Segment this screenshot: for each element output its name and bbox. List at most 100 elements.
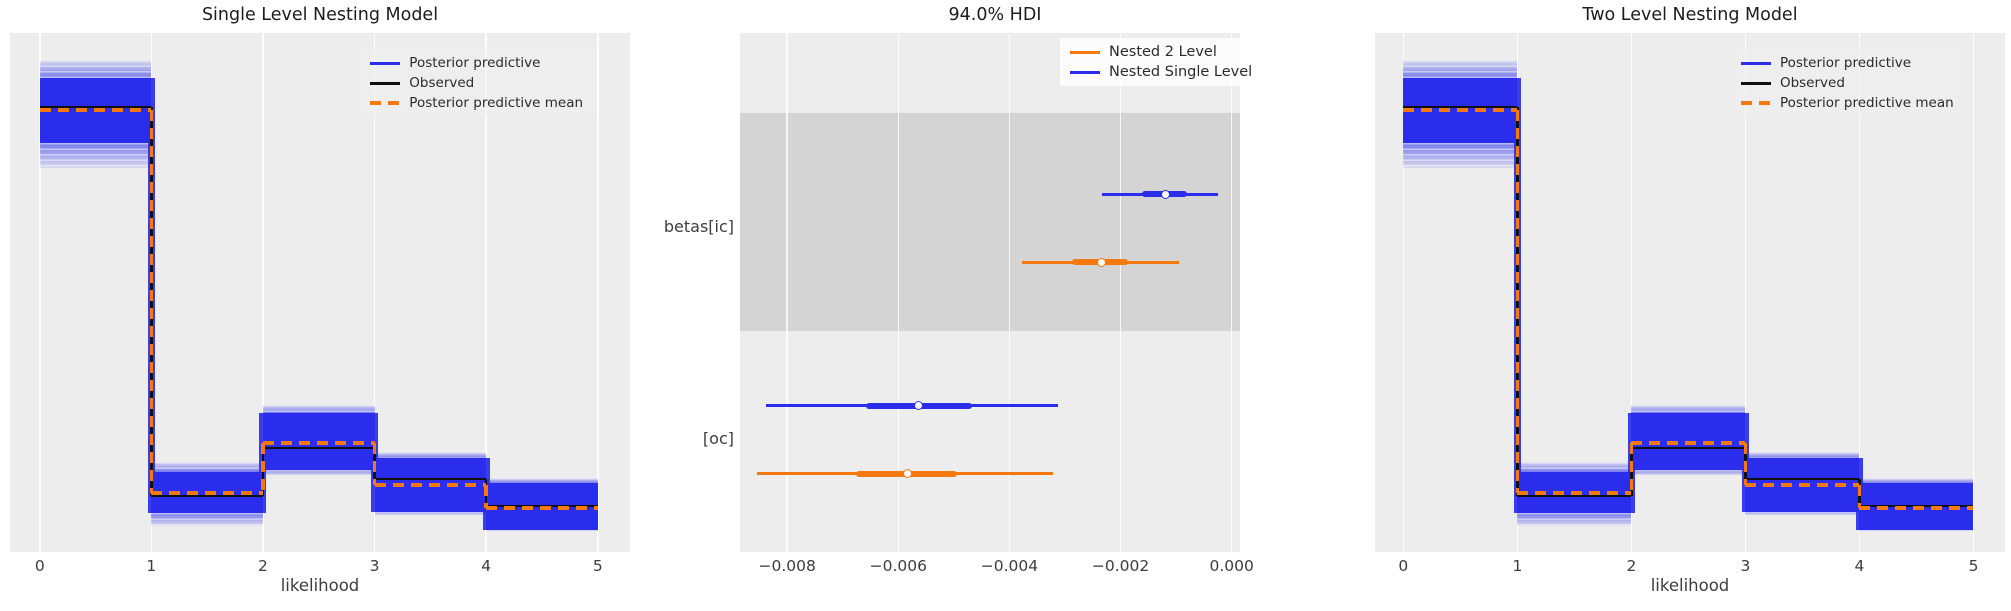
band-line-texture bbox=[151, 462, 263, 473]
mean-step-riser bbox=[1857, 485, 1862, 508]
legend-label: Observed bbox=[409, 75, 475, 91]
mean-step-riser bbox=[1629, 443, 1634, 493]
right-xaxis-label: likelihood bbox=[1650, 576, 1730, 595]
left-plot-title: Single Level Nesting Model bbox=[201, 5, 439, 25]
mean-step-segment bbox=[486, 506, 598, 510]
band-line-texture bbox=[39, 143, 152, 168]
x-tick-label: −0.008 bbox=[758, 557, 816, 575]
x-tick-label: 2 bbox=[258, 557, 268, 575]
line-swatch bbox=[1070, 70, 1100, 74]
legend-label: Nested Single Level bbox=[1109, 64, 1253, 80]
x-tick-label: 5 bbox=[1968, 557, 1979, 575]
mean-step-riser bbox=[372, 443, 377, 486]
band-line-texture bbox=[1631, 469, 1746, 476]
legend-item: Posterior predictive bbox=[1740, 55, 1954, 71]
x-tick-label: −0.002 bbox=[1091, 557, 1150, 575]
gridline bbox=[1858, 33, 1861, 552]
band-line-texture bbox=[1403, 59, 1518, 79]
mean-step-riser bbox=[484, 485, 488, 508]
legend-item: Posterior predictive mean bbox=[370, 95, 583, 111]
legend-label: Nested 2 Level bbox=[1109, 44, 1217, 60]
legend-label: Posterior predictive bbox=[409, 55, 541, 71]
x-tick-label: 1 bbox=[146, 557, 157, 575]
ppc-right-plot-area: Posterior predictive Observed Posterior pr… bbox=[1375, 33, 2005, 552]
dashed-line-swatch bbox=[1740, 101, 1771, 105]
forest-ylabel-oc: [oc] bbox=[702, 429, 734, 448]
ppc-left-plot-area: Posterior predictive Observed Posterior pr… bbox=[10, 33, 630, 552]
dashed-line-swatch bbox=[370, 101, 401, 105]
legend-label: Posterior predictive bbox=[1779, 55, 1912, 71]
gridline bbox=[485, 33, 487, 552]
mean-step-segment bbox=[262, 441, 375, 445]
median-marker bbox=[913, 401, 923, 411]
band-line-texture bbox=[1517, 462, 1632, 473]
right-plot-title: Two Level Nesting Model bbox=[1582, 5, 1798, 25]
band-line-texture bbox=[1631, 405, 1746, 413]
band-line-texture bbox=[486, 530, 598, 532]
gridline bbox=[1972, 33, 1975, 552]
legend-item: Posterior predictive mean bbox=[1740, 95, 1954, 111]
legend: Posterior predictive Observed Posterior pr… bbox=[360, 49, 594, 117]
forest-ylabel-betas-ic: betas[ic] bbox=[663, 217, 734, 236]
mean-step-riser bbox=[149, 109, 154, 493]
x-tick-label: 1 bbox=[1512, 557, 1523, 575]
middle-plot-title: 94.0% HDI bbox=[948, 5, 1042, 25]
posterior-predictive-band bbox=[1403, 59, 1518, 168]
mean-step-segment bbox=[1517, 491, 1632, 495]
mean-step-segment bbox=[151, 491, 263, 495]
x-tick-label: −0.004 bbox=[980, 557, 1039, 575]
gridline bbox=[1008, 33, 1011, 552]
legend-label: Posterior predictive mean bbox=[1779, 95, 1954, 111]
posterior-predictive-band bbox=[1859, 477, 1974, 532]
observed-step-segment bbox=[1859, 504, 1974, 508]
line-swatch bbox=[1740, 61, 1771, 65]
mean-step-segment bbox=[39, 108, 152, 112]
gridline bbox=[1119, 33, 1122, 552]
posterior-predictive-band bbox=[262, 405, 375, 476]
legend: Nested 2 Level Nested Single Level bbox=[1060, 38, 1263, 86]
band-line-texture bbox=[262, 405, 375, 413]
median-marker bbox=[902, 469, 912, 479]
mean-step-segment bbox=[1859, 506, 1974, 510]
median-marker bbox=[1161, 189, 1171, 199]
line-swatch bbox=[1070, 50, 1100, 54]
gridline bbox=[262, 33, 264, 552]
legend-item: Observed bbox=[370, 75, 583, 91]
legend-label: Posterior predictive mean bbox=[409, 95, 584, 111]
band-line-texture bbox=[1745, 512, 1860, 516]
mean-step-segment bbox=[1631, 441, 1746, 445]
x-tick-label: 2 bbox=[1626, 557, 1637, 575]
gridline bbox=[1402, 33, 1405, 552]
band-line-texture bbox=[1745, 451, 1860, 459]
observed-step-segment bbox=[1517, 494, 1632, 498]
x-tick-label: 4 bbox=[1854, 557, 1865, 575]
band-line-texture bbox=[39, 59, 152, 79]
posterior-predictive-band bbox=[1631, 405, 1746, 476]
band-line-texture bbox=[262, 469, 375, 476]
legend-item: Posterior predictive bbox=[370, 55, 583, 71]
x-tick-label: −0.006 bbox=[869, 557, 928, 575]
observed-step-segment bbox=[374, 477, 487, 481]
band-line-texture bbox=[1859, 530, 1974, 532]
observed-step-segment bbox=[39, 105, 152, 109]
x-tick-label: 4 bbox=[481, 557, 492, 575]
legend-item: Nested 2 Level bbox=[1070, 44, 1252, 60]
band-line-texture bbox=[1859, 477, 1974, 483]
mean-step-segment bbox=[374, 483, 487, 487]
gridline bbox=[597, 33, 599, 552]
observed-step-segment bbox=[262, 446, 375, 450]
legend-item: Observed bbox=[1740, 75, 1954, 91]
observed-step-segment bbox=[486, 504, 598, 508]
band-line-texture bbox=[374, 451, 487, 459]
legend-label: Observed bbox=[1779, 75, 1845, 91]
left-xaxis-label: likelihood bbox=[280, 576, 360, 595]
mean-step-riser bbox=[1515, 109, 1520, 493]
band-line-texture bbox=[151, 513, 263, 527]
gridline bbox=[786, 33, 788, 552]
row-shade-band bbox=[740, 112, 1240, 331]
x-tick-label: 0 bbox=[34, 557, 45, 575]
mean-step-riser bbox=[1743, 443, 1748, 486]
x-tick-label: 3 bbox=[1740, 557, 1751, 575]
band-line-texture bbox=[486, 477, 598, 483]
